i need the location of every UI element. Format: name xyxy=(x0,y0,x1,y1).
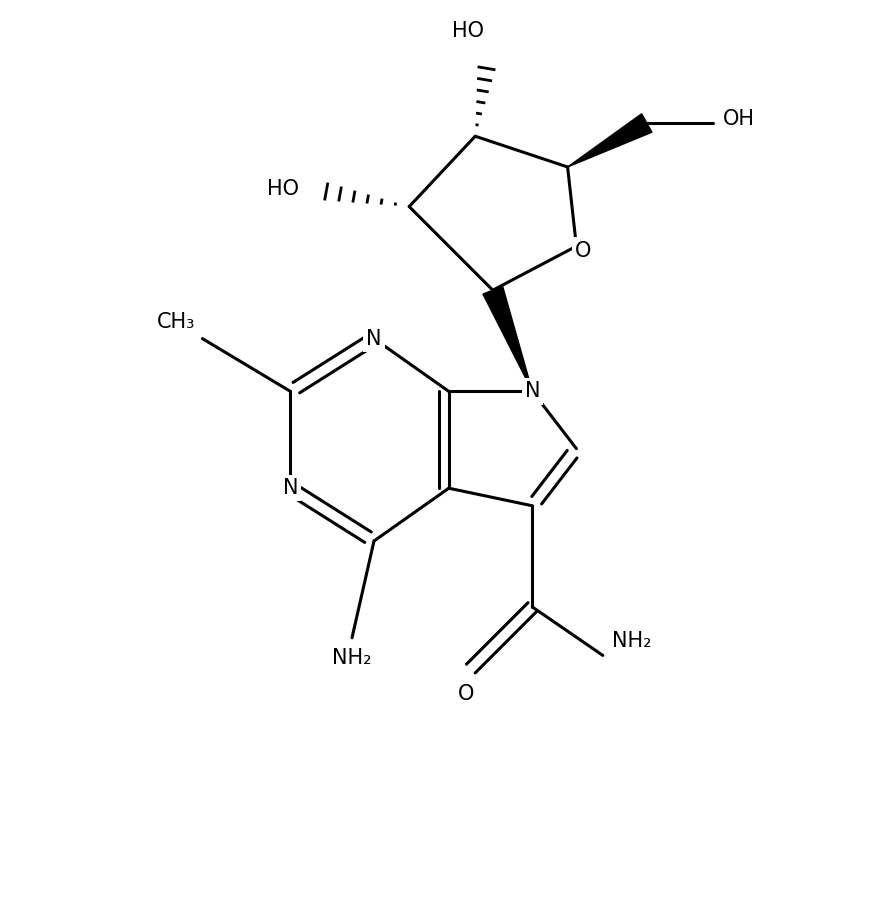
Text: NH₂: NH₂ xyxy=(612,631,651,651)
Text: O: O xyxy=(576,241,591,261)
Text: OH: OH xyxy=(723,109,755,129)
Text: N: N xyxy=(524,381,540,401)
Text: CH₃: CH₃ xyxy=(157,312,195,332)
Polygon shape xyxy=(568,114,652,167)
Text: HO: HO xyxy=(268,179,299,199)
Text: HO: HO xyxy=(452,21,484,41)
Polygon shape xyxy=(483,286,532,391)
Text: N: N xyxy=(282,478,298,498)
Text: N: N xyxy=(366,329,382,349)
Text: NH₂: NH₂ xyxy=(332,649,372,669)
Text: O: O xyxy=(458,684,474,705)
